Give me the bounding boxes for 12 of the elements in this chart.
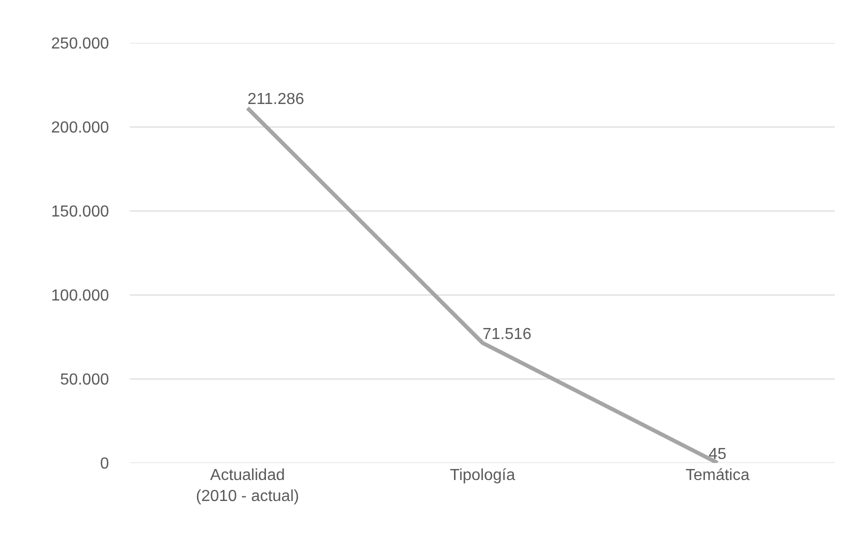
y-tick-label: 200.000: [51, 120, 110, 137]
data-label: 45: [708, 446, 726, 463]
x-tick-label: Actualidad (2010 - actual): [196, 467, 300, 505]
y-tick-label: 150.000: [51, 204, 110, 221]
y-tick-label: 50.000: [60, 372, 110, 389]
x-tick-label: Tipología: [450, 467, 516, 484]
y-tick-label: 100.000: [51, 288, 110, 305]
data-label: 211.286: [248, 91, 304, 108]
x-tick-label: Temática: [685, 467, 750, 484]
data-label: 71.516: [482, 326, 532, 343]
y-tick-label: 0: [100, 456, 110, 473]
y-tick-label: 250.000: [51, 36, 110, 53]
